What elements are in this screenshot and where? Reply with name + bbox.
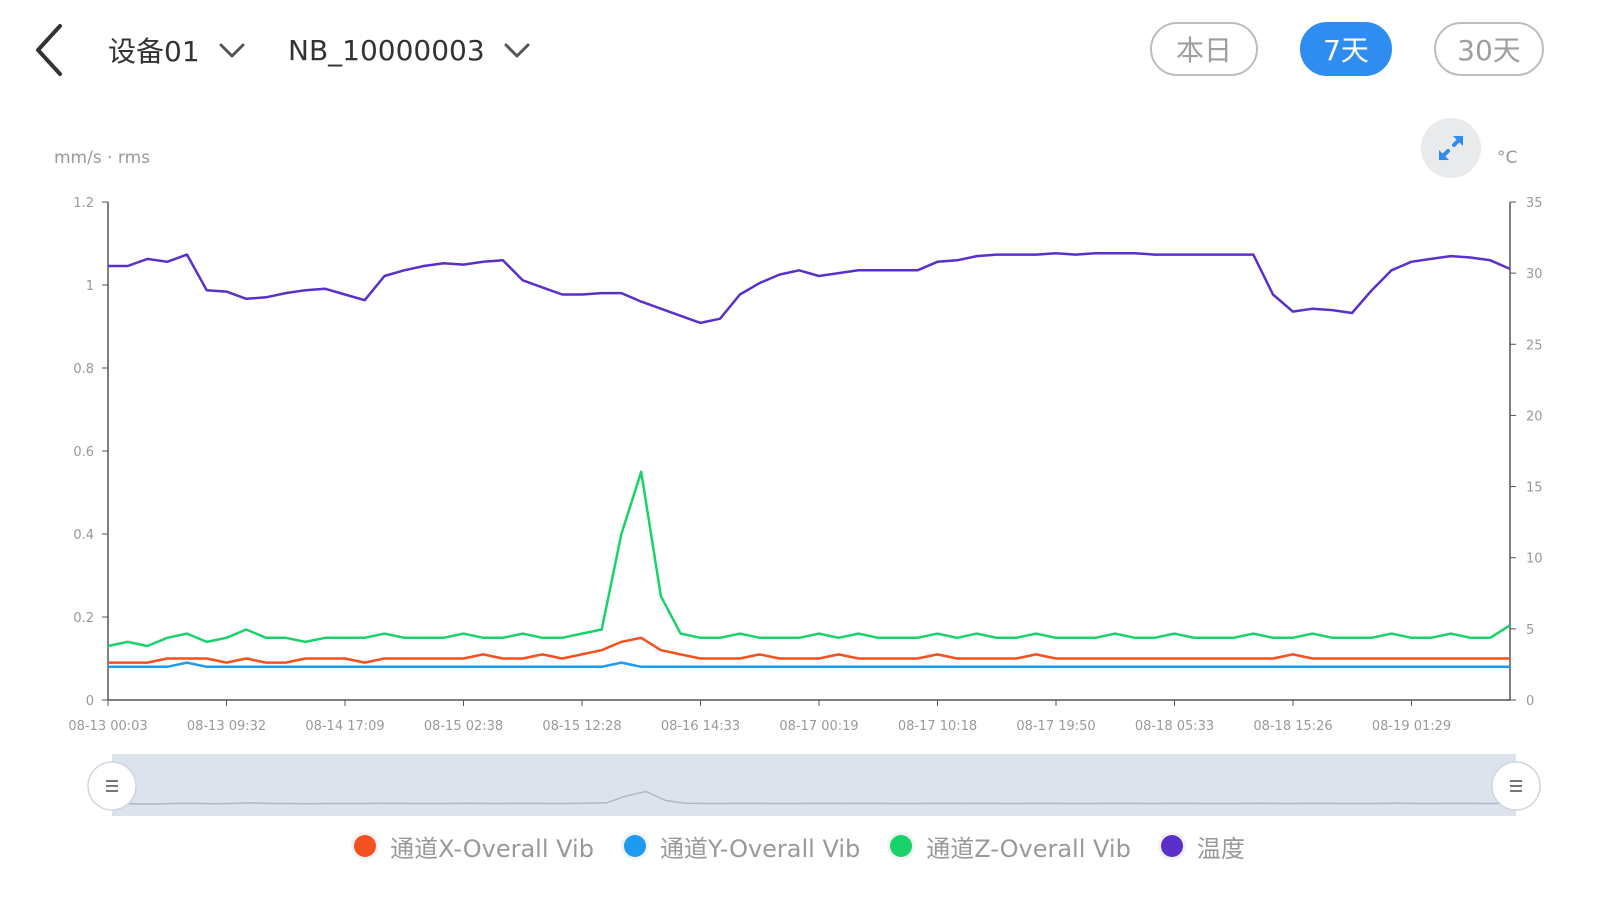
legend-label-temp: 温度: [1196, 834, 1245, 863]
y-left-tick-label: 1: [86, 279, 94, 294]
legend-label-y: 通道Y-Overall Vib: [659, 834, 861, 863]
legend-item-z[interactable]: 通道Z-Overall Vib: [890, 829, 1131, 864]
chart-legend: 通道X-Overall Vib 通道Y-Overall Vib 通道Z-Over…: [0, 826, 1599, 866]
x-tick-label: 08-18 05:33: [1135, 719, 1214, 734]
right-axis-unit: °C: [1497, 148, 1518, 168]
range-7d-button[interactable]: 7天: [1300, 22, 1392, 76]
legend-label-x: 通道X-Overall Vib: [390, 834, 594, 863]
legend-dot-x: [354, 835, 377, 857]
y-left-tick-label: 0.4: [73, 528, 94, 543]
drag-handle-icon: [1510, 780, 1522, 792]
back-button[interactable]: [30, 22, 70, 78]
range-30d-label: 30天: [1457, 34, 1521, 67]
legend-dot-temp: [1160, 835, 1183, 857]
y-right-tick-label: 10: [1526, 552, 1543, 567]
y-left-tick-label: 1.2: [73, 196, 94, 211]
x-tick-label: 08-18 15:26: [1253, 719, 1332, 734]
y-left-tick-label: 0: [86, 694, 94, 709]
range-today-label: 本日: [1175, 34, 1232, 67]
expand-button[interactable]: [1421, 118, 1481, 178]
range-30d-button[interactable]: 30天: [1434, 22, 1544, 76]
device-select-label: 设备01: [108, 35, 200, 68]
legend-label-z: 通道Z-Overall Vib: [926, 834, 1131, 863]
x-tick-label: 08-14 17:09: [305, 719, 384, 734]
y-right-tick-label: 35: [1526, 196, 1543, 211]
series-line-z: [107, 470, 1511, 648]
x-tick-label: 08-15 12:28: [542, 719, 621, 734]
y-right-tick-label: 25: [1526, 338, 1543, 353]
zoom-preview-line: [111, 790, 1517, 805]
range-today-button[interactable]: 本日: [1150, 22, 1258, 76]
y-right-tick-label: 0: [1526, 694, 1534, 709]
chevron-down-icon: [504, 43, 530, 58]
x-tick-label: 08-13 00:03: [68, 719, 147, 734]
chart-series: [107, 251, 1511, 669]
x-tick-label: 08-17 00:19: [779, 719, 858, 734]
x-tick-label: 08-15 02:38: [424, 719, 503, 734]
sensor-select-label: NB_10000003: [288, 33, 485, 67]
left-axis-unit: mm/s · rms: [54, 148, 151, 168]
data-zoom-slider[interactable]: [0, 748, 1599, 828]
legend-item-temp[interactable]: 温度: [1160, 829, 1245, 864]
y-left-tick-label: 0.8: [73, 362, 94, 377]
series-line-temp: [108, 251, 1511, 325]
x-tick-label: 08-19 01:29: [1372, 719, 1451, 734]
y-left-tick-label: 0.6: [73, 445, 94, 460]
x-tick-label: 08-17 10:18: [898, 719, 977, 734]
y-right-tick-label: 30: [1526, 267, 1543, 282]
y-left-tick-label: 0.2: [73, 611, 94, 626]
legend-item-y[interactable]: 通道Y-Overall Vib: [623, 829, 861, 864]
zoom-handle-left[interactable]: [87, 761, 137, 811]
top-bar: 设备01 NB_10000003 本日 7天 30天: [0, 0, 1599, 100]
x-tick-label: 08-17 19:50: [1016, 719, 1095, 734]
chevron-down-icon: [219, 43, 245, 58]
series-line-y: [108, 661, 1510, 669]
expand-diagonal-icon: [1439, 136, 1463, 160]
legend-dot-z: [890, 835, 913, 857]
range-7d-label: 7天: [1323, 34, 1369, 67]
x-tick-label: 08-13 09:32: [187, 719, 266, 734]
legend-item-x[interactable]: 通道X-Overall Vib: [354, 829, 594, 864]
chart-axes: 0 0.2 0.4 0.6 0.8 1 1.2 0 5 10 15 20 25 30 35 08-13 00:…: [68, 196, 1542, 734]
y-right-tick-label: 20: [1526, 409, 1543, 424]
zoom-handle-right[interactable]: [1491, 761, 1541, 811]
legend-dot-y: [623, 835, 646, 857]
chevron-left-icon: [36, 24, 62, 76]
sensor-select[interactable]: NB_10000003: [288, 28, 531, 72]
drag-handle-icon: [106, 780, 118, 792]
series-line-x: [108, 636, 1510, 664]
device-select[interactable]: 设备01: [108, 28, 246, 72]
y-right-tick-label: 15: [1526, 481, 1543, 496]
zoom-track: [112, 754, 1516, 816]
y-right-tick-label: 5: [1526, 623, 1534, 638]
vibration-temperature-chart: 0 0.2 0.4 0.6 0.8 1 1.2 0 5 10 15 20 25 30 35 08-13 00:…: [68, 196, 1542, 734]
x-tick-label: 08-16 14:33: [661, 719, 740, 734]
